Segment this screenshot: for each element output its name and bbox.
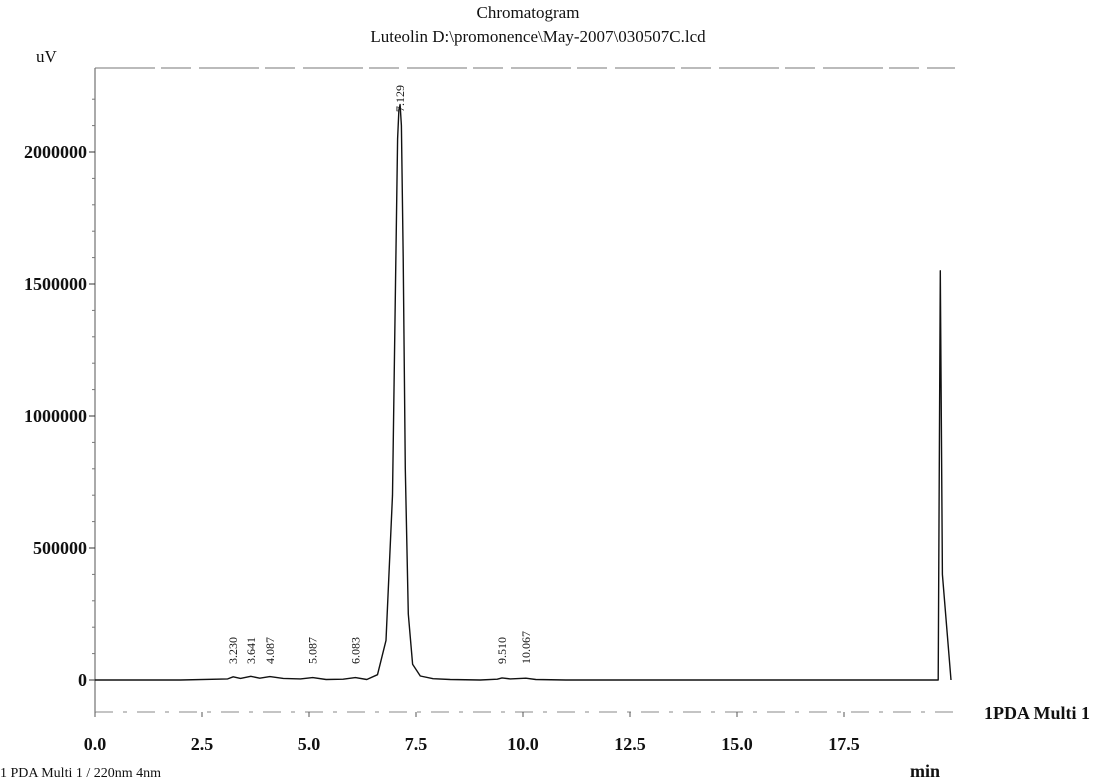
series-line [95,103,952,681]
x-tick-label: 7.5 [405,734,428,754]
y-tick-label: 2000000 [24,142,87,162]
peak-label: 3.230 [226,637,240,664]
peak-label: 10.067 [519,631,533,664]
peak-label: 3.641 [244,637,258,664]
chart-title: Chromatogram [477,3,580,22]
legend-label: 1PDA Multi 1 [984,703,1090,723]
y-tick-label: 500000 [33,538,87,558]
peak-label: 9.510 [495,637,509,664]
x-tick-label: 12.5 [614,734,646,754]
x-tick-label: 2.5 [191,734,214,754]
y-tick-label: 1000000 [24,406,87,426]
peak-label: 4.087 [263,637,277,664]
chart-subtitle: Luteolin D:\promonence\May-2007\030507C.… [370,27,706,46]
peak-label: 7.129 [393,85,407,112]
peak-label: 5.087 [306,637,320,664]
axes: 0 500000 1000000 1500000 2000000 0.0 2.5 5.0 7.5… [24,67,955,754]
x-tick-label: 10.0 [507,734,539,754]
y-axis-label: uV [36,47,58,66]
data-marks: 3.230 3.641 4.087 5.087 6.083 7.129 9.510 10.06… [95,85,952,681]
footer-label: 1 PDA Multi 1 / 220nm 4nm [0,766,161,781]
peak-label: 6.083 [348,637,362,664]
x-axis-label: min [910,761,940,781]
x-tick-label: 5.0 [298,734,321,754]
x-tick-label: 17.5 [828,734,860,754]
y-tick-label: 0 [78,670,87,690]
x-tick-label: 0.0 [84,734,107,754]
x-tick-label: 15.0 [721,734,753,754]
y-tick-label: 1500000 [24,274,87,294]
